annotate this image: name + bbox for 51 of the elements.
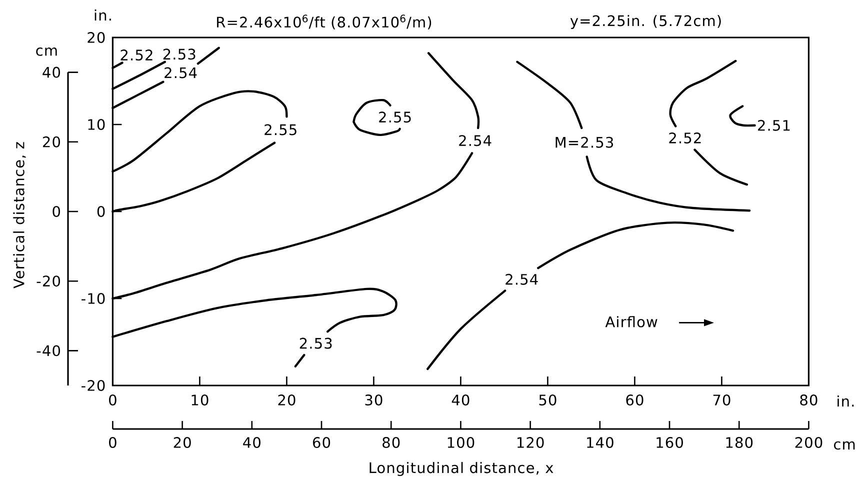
series-label: 2.55 xyxy=(264,124,296,136)
chart-title: R=2.46x10$^{6}$/ft (8.07x10$^{6}$/m) xyxy=(217,14,432,30)
x2-tick-label: 60 xyxy=(313,437,330,448)
annotation: Airflow xyxy=(605,316,658,328)
y2-tick-label: 40 xyxy=(42,66,60,78)
x2-tick-label: 20 xyxy=(174,437,191,448)
y-tick-label: 0 xyxy=(97,206,105,217)
series-label: 2.54 xyxy=(459,135,492,146)
series-label: M=2.53 xyxy=(556,136,614,148)
x-tick-label: 80 xyxy=(800,394,818,406)
x-tick-label: 60 xyxy=(626,394,644,406)
y2-tick-label: -20 xyxy=(36,276,60,287)
series-label: 2.53 xyxy=(163,48,196,60)
series-label: 2.52 xyxy=(669,132,701,144)
y-tick-label: -20 xyxy=(82,380,105,391)
text: cm xyxy=(36,48,57,56)
series-label: 2.54 xyxy=(506,274,538,285)
x-tick-label: 50 xyxy=(539,394,556,406)
y2-tick-label: 20 xyxy=(43,136,60,148)
chart-subtitle: y=2.25in. (5.72cm) xyxy=(570,14,721,30)
series-label: 2.54 xyxy=(164,67,197,78)
x-tick-label: 20 xyxy=(278,394,296,406)
x2-tick-label: 140 xyxy=(587,437,614,448)
x-tick-label: 70 xyxy=(713,394,730,406)
x2-tick-label: 120 xyxy=(517,437,544,448)
x-axis-title: Longitudinal distance, x xyxy=(370,462,554,476)
x-tick-label: 40 xyxy=(452,394,470,406)
x-tick-label: 10 xyxy=(192,394,208,406)
x2-tick-label: 100 xyxy=(448,437,474,448)
x2-tick-label: 80 xyxy=(382,437,400,448)
x2-tick-label: 40 xyxy=(243,437,260,448)
text: cm xyxy=(834,441,855,450)
y2-tick-label: 0 xyxy=(52,206,60,217)
x2-tick-label: 200 xyxy=(795,437,822,448)
x2-tick-label: 180 xyxy=(726,437,753,448)
line-series xyxy=(729,105,756,127)
y-tick-label: -10 xyxy=(82,293,105,304)
text: in. xyxy=(838,395,854,407)
series-label: 2.55 xyxy=(379,112,411,123)
x-tick-label: 30 xyxy=(365,394,382,406)
series-label: 2.53 xyxy=(300,338,332,349)
text: in. xyxy=(94,9,111,21)
series-label: 2.51 xyxy=(758,120,790,131)
y-tick-label: 20 xyxy=(88,32,105,43)
y2-axis-title: Vertical distance, z xyxy=(13,142,26,288)
x2-tick-label: 160 xyxy=(656,437,683,448)
y-tick-label: 10 xyxy=(88,119,105,130)
y2-tick-label: -40 xyxy=(36,345,60,356)
x-tick-label: 0 xyxy=(109,394,116,406)
x2-tick-label: 0 xyxy=(109,437,116,448)
series-label: 2.52 xyxy=(120,50,152,61)
